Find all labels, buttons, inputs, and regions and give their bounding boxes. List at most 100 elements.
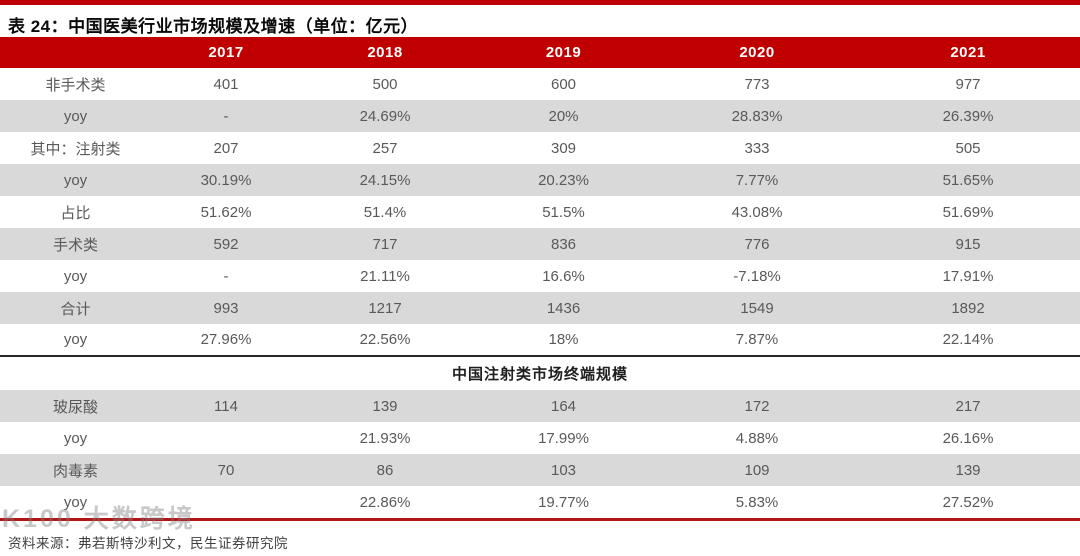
cell-value: 51.69% [942,203,994,221]
cell-value: 7.77% [658,164,856,196]
cell-value: - [223,267,229,285]
cell-value: 776 [658,228,856,260]
year-header: 2019 [469,37,658,68]
row-label: 其中：注射类 [30,140,121,158]
market-size-table: 2017 2018 2019 2020 2021 非手术类 401 500 600 773 977… [0,37,1080,518]
row-label: yoy [0,164,151,196]
cell-value: 164 [469,390,658,422]
table-row: yoy - 21.11% 16.6% -7.18% 17.91% [0,260,1080,292]
cell-value: 309 [550,139,577,157]
cell-value: 26.39% [856,100,1080,132]
cell-value: 28.83% [658,100,856,132]
cell-value: 21.93% [359,429,411,447]
cell-value: 22.56% [359,331,411,348]
label-column-header [0,37,151,68]
cell-value: -7.18% [733,267,781,285]
cell-value: 20.23% [469,164,658,196]
cell-value: 114 [151,390,301,422]
cell-value: 51.65% [856,164,1080,196]
row-label: yoy [63,331,88,348]
cell-value: 139 [301,390,469,422]
cell-value: 1436 [469,292,658,324]
year-header: 2018 [301,37,469,68]
row-label: yoy [63,429,88,447]
cell-value: 109 [658,454,856,486]
cell-value: 103 [469,454,658,486]
cell-value: 1549 [658,292,856,324]
cell-value: 977 [955,75,981,93]
table-row: 肉毒素 70 86 103 109 139 [0,454,1080,486]
cell-value: 17.91% [942,267,994,285]
table-row: 非手术类 401 500 600 773 977 [0,68,1080,100]
section-header-row: 中国注射类市场终端规模 [0,355,1080,390]
row-label: 肉毒素 [0,454,151,486]
row-label: yoy [0,100,151,132]
cell-value: 43.08% [731,203,783,221]
year-header: 2020 [658,37,856,68]
cell-value [151,422,301,454]
cell-value: 20% [469,100,658,132]
cell-value: 172 [658,390,856,422]
row-label: yoy [63,267,88,285]
cell-value: 19.77% [538,493,589,511]
cell-value: 16.6% [542,267,585,285]
cell-value: 257 [372,139,398,157]
cell-value: 217 [856,390,1080,422]
cell-value: 7.87% [735,331,779,348]
row-label: 合计 [0,292,151,324]
source-note: 资料来源：弗若斯特沙利文，民生证券研究院 [8,536,288,551]
table-row: yoy 30.19% 24.15% 20.23% 7.77% 51.65% [0,164,1080,196]
cell-value: 139 [856,454,1080,486]
cell-value: 1892 [856,292,1080,324]
table-row: 手术类 592 717 836 776 915 [0,228,1080,260]
table-row: 合计 993 1217 1436 1549 1892 [0,292,1080,324]
cell-value: 1217 [301,292,469,324]
cell-value: 836 [469,228,658,260]
cell-value: 22.86% [359,493,411,511]
cell-value: 24.15% [301,164,469,196]
row-label: 玻尿酸 [0,390,151,422]
cell-value: 993 [151,292,301,324]
row-label: yoy [63,493,88,511]
cell-value: 30.19% [151,164,301,196]
row-label: 非手术类 [45,76,106,94]
cell-value: 600 [550,75,577,93]
cell-value: 27.52% [942,493,994,511]
cell-value: 333 [744,139,770,157]
cell-value [151,486,301,518]
cell-value: 717 [301,228,469,260]
table-row: 其中：注射类 207 257 309 333 505 [0,132,1080,164]
cell-value: 51.5% [542,203,585,221]
cell-value: 27.96% [200,331,252,348]
cell-value: 70 [151,454,301,486]
cell-value: 21.11% [360,267,410,285]
table-row: yoy 22.86% 19.77% 5.83% 27.52% [0,486,1080,518]
cell-value: 18% [548,331,579,348]
cell-value: 17.99% [538,429,589,447]
cell-value: 401 [213,75,239,93]
cell-value: 505 [955,139,981,157]
top-accent-stripe [0,0,1080,5]
cell-value: 51.62% [200,203,252,221]
table-row: 占比 51.62% 51.4% 51.5% 43.08% 51.69% [0,196,1080,228]
cell-value: 24.69% [301,100,469,132]
year-header-row: 2017 2018 2019 2020 2021 [0,37,1080,68]
table-title: 表 24：中国医美行业市场规模及增速（单位：亿元） [8,17,419,36]
table-row: yoy 27.96% 22.56% 18% 7.87% 22.14% [0,324,1080,356]
row-label: 占比 [60,204,91,222]
cell-value: 773 [744,75,770,93]
table-row: yoy -24.69% 20% 28.83% 26.39% [0,100,1080,132]
table-body: 非手术类 401 500 600 773 977 yoy -24.69% 20% 28.83% 26… [0,68,1080,518]
cell-value: 86 [301,454,469,486]
section-header-label: 中国注射类市场终端规模 [0,355,1080,390]
table-row: yoy 21.93% 17.99% 4.88% 26.16% [0,422,1080,454]
table-row: 玻尿酸 114 139 164 172 217 [0,390,1080,422]
cell-value: 500 [372,75,398,93]
cell-value: 22.14% [942,331,994,348]
cell-value: 5.83% [735,493,779,511]
year-header: 2017 [151,37,301,68]
cell-value: 51.4% [363,203,407,221]
table-bottom-rule [0,518,1080,521]
cell-value: 26.16% [942,429,994,447]
year-header: 2021 [856,37,1080,68]
